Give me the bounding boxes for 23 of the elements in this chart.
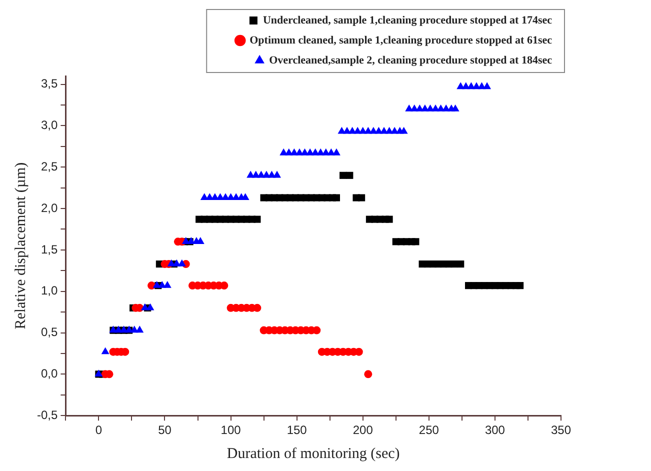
y-tick-label: 0,0	[40, 366, 58, 380]
y-tick-label: 2,0	[40, 200, 58, 215]
x-tick-label: 0	[95, 423, 102, 438]
y-tick-label: 0,5	[40, 325, 58, 340]
x-tick-label: 350	[550, 423, 572, 438]
x-tick-label: 250	[418, 423, 440, 438]
x-tick-label: 300	[484, 423, 506, 438]
y-tick-label: 3,0	[40, 118, 58, 132]
x-tick-label: 100	[220, 423, 242, 438]
legend-label: Overcleaned,sample 2, cleaning procedure stopped at 184sec	[269, 54, 552, 66]
y-tick-label: 3,5	[40, 76, 58, 91]
point	[364, 370, 372, 378]
x-axis-title: Duration of monitoring (sec)	[226, 446, 400, 462]
x-tick-label: 150	[286, 423, 308, 438]
y-tick-label: 1,5	[40, 242, 58, 256]
x-tick-label: 200	[352, 423, 374, 438]
y-tick-label: 2,5	[40, 159, 58, 174]
y-axis-title: Relative displacement (µm)	[12, 162, 29, 330]
y-tick-label: 1,0	[40, 284, 58, 298]
legend-label: Undercleaned, sample 1,cleaning procedure stopped at 174sec	[262, 14, 552, 26]
legend-label: Optimum cleaned, sample 1,cleaning procedure stopped at 61sec	[250, 34, 552, 46]
y-tick-label: -0,5	[36, 408, 58, 422]
x-tick-label: 50	[158, 423, 172, 438]
